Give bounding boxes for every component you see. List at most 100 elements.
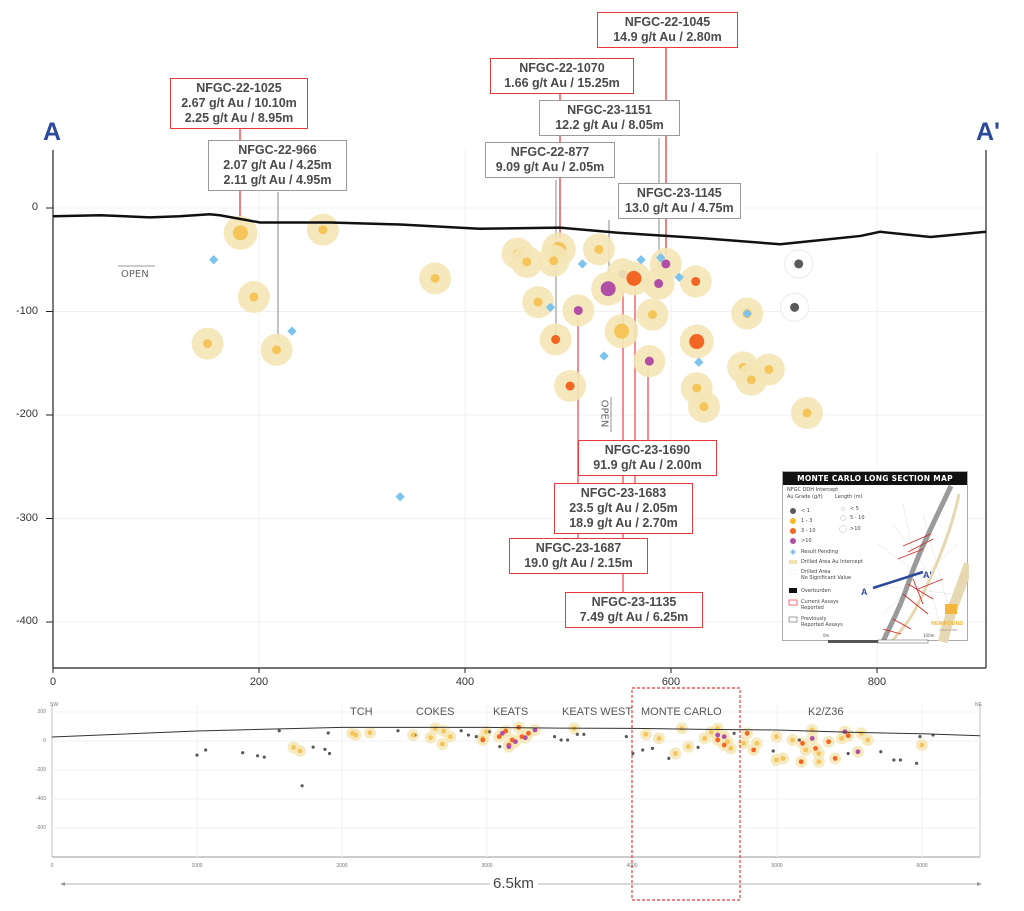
inset-intercept-point [826, 739, 832, 745]
inset-intercept-point [256, 754, 260, 758]
callout-nfgc-22-1070: NFGC-22-1070 1.66 g/t Au / 15.25m [490, 58, 634, 94]
inset-intercept-point [459, 729, 463, 733]
inset-intercept-point [744, 730, 750, 736]
zone-tch: TCH [350, 706, 373, 718]
inset-intercept-point [522, 735, 528, 741]
inset-intercept-point [487, 730, 491, 734]
inset-intercept-point [816, 759, 822, 765]
callout-result: 2.25 g/t Au / 8.95m [184, 111, 294, 125]
inset-x-tick: 1000 [191, 863, 203, 869]
callout-nfgc-22-1045: NFGC-22-1045 14.9 g/t Au / 2.80m [597, 12, 738, 48]
inset-intercept-point [708, 729, 714, 735]
callout-result: 1.66 g/t Au / 15.25m [504, 76, 620, 90]
inset-intercept-point [582, 732, 586, 736]
inset-intercept-point [311, 745, 315, 749]
callout-nfgc-23-1683: NFGC-23-1683 23.5 g/t Au / 2.05m 18.9 g/t … [554, 483, 693, 534]
inset-intercept-point [702, 735, 708, 741]
inset-intercept-point [839, 735, 845, 741]
section-end-label: A' [976, 118, 1000, 146]
intercept-point [647, 310, 657, 320]
callout-hole: NFGC-22-877 [510, 145, 590, 159]
callout-hole: NFGC-23-1135 [591, 595, 677, 609]
intercept-point [661, 259, 671, 269]
inset-intercept-point [725, 739, 730, 745]
svg-text:GOLD CORP: GOLD CORP [939, 628, 957, 632]
inset-intercept-point [656, 735, 662, 741]
inset-intercept-point [480, 737, 486, 743]
inset-intercept-point [566, 738, 570, 742]
intercept-point [654, 279, 664, 289]
callout-result: 7.49 g/t Au / 6.25m [579, 610, 689, 624]
inset-intercept-point [483, 729, 489, 735]
monte-carlo-highlight-box [631, 687, 741, 901]
inset-intercept-point [300, 784, 304, 788]
inset-intercept-point [447, 734, 453, 740]
inset-surface-line [51, 726, 981, 738]
inset-intercept-point [919, 742, 925, 748]
callout-result: 18.9 g/t Au / 2.70m [569, 516, 678, 530]
intercept-point [790, 302, 800, 312]
legend-title: MONTE CARLO LONG SECTION MAP [783, 472, 967, 485]
inset-intercept-point [809, 735, 815, 741]
y-tick-label: -200 [15, 408, 38, 420]
legend-grade-header: Au Grade (g/t) [787, 494, 823, 500]
x-tick-label: 200 [249, 676, 269, 688]
inset-y-tick: 200 [37, 709, 46, 715]
inset-intercept-point [650, 746, 655, 750]
inset-intercept-point [879, 750, 883, 754]
y-tick-label: -400 [15, 615, 38, 627]
intercept-point [522, 257, 532, 267]
inset-intercept-point [672, 751, 678, 756]
intercept-point [692, 383, 702, 393]
x-tick-label: 400 [455, 676, 475, 688]
callout-hole: NFGC-23-1690 [604, 443, 691, 457]
intercept-point [764, 364, 774, 374]
inset-intercept-point [898, 758, 902, 762]
distance-label: 6.5km [493, 875, 534, 892]
intercept-point [689, 334, 705, 350]
svg-text:0m: 0m [823, 633, 830, 638]
result-pending-marker [694, 357, 704, 367]
inset-intercept-point [327, 751, 332, 756]
result-pending-marker [656, 253, 666, 263]
legend-item: Drilled Area Au Intercept [801, 559, 863, 565]
section-line-a-a-prime [872, 570, 924, 590]
callout-result: 2.07 g/t Au / 4.25m [223, 158, 332, 172]
inset-intercept-point [241, 751, 245, 755]
callout-result: 14.9 g/t Au / 2.80m [613, 30, 722, 44]
inset-intercept-point [641, 748, 645, 752]
legend-item: No Significant Value [801, 575, 852, 581]
result-pending-marker [599, 351, 609, 361]
inset-intercept-point [732, 731, 736, 735]
intercept-point [551, 334, 561, 344]
callout-nfgc-23-1135: NFGC-23-1135 7.49 g/t Au / 6.25m [565, 592, 703, 628]
callout-nfgc-22-966: NFGC-22-966 2.07 g/t Au / 4.25m 2.11 g/t A… [208, 140, 347, 191]
intercept-point [794, 259, 804, 269]
inset-y-tick: -600 [35, 825, 46, 831]
inset-x-tick: 2000 [336, 863, 348, 869]
zone-cokes: COKES [416, 706, 455, 718]
inset-intercept-point [918, 735, 922, 739]
inset-intercept-point [496, 734, 502, 740]
callout-nfgc-23-1151: NFGC-23-1151 12.2 g/t Au / 8.05m [539, 100, 680, 136]
inset-intercept-point [367, 730, 373, 736]
inset-intercept-point [751, 747, 757, 753]
inset-intercept-point [513, 739, 518, 745]
inset-intercept-point [800, 740, 805, 746]
callout-hole: NFGC-22-1070 [519, 61, 605, 75]
intercept-point [203, 339, 212, 349]
inset-intercept-point [696, 745, 700, 749]
inset-intercept-point [741, 740, 747, 746]
intercept-point [533, 297, 543, 307]
legend-subtitle: NFGC DDH Intercept [787, 487, 839, 493]
intercept-point [232, 225, 248, 241]
result-pending-marker [209, 255, 219, 265]
inset-intercept-point [865, 737, 871, 743]
y-tick-label: -100 [15, 304, 38, 317]
x-tick-label: 800 [867, 676, 887, 688]
x-tick-label: 0 [49, 676, 57, 688]
callout-hole: NFGC-23-1151 [567, 103, 652, 117]
intercept-point [691, 276, 701, 286]
legend-item: Reported [801, 605, 824, 611]
